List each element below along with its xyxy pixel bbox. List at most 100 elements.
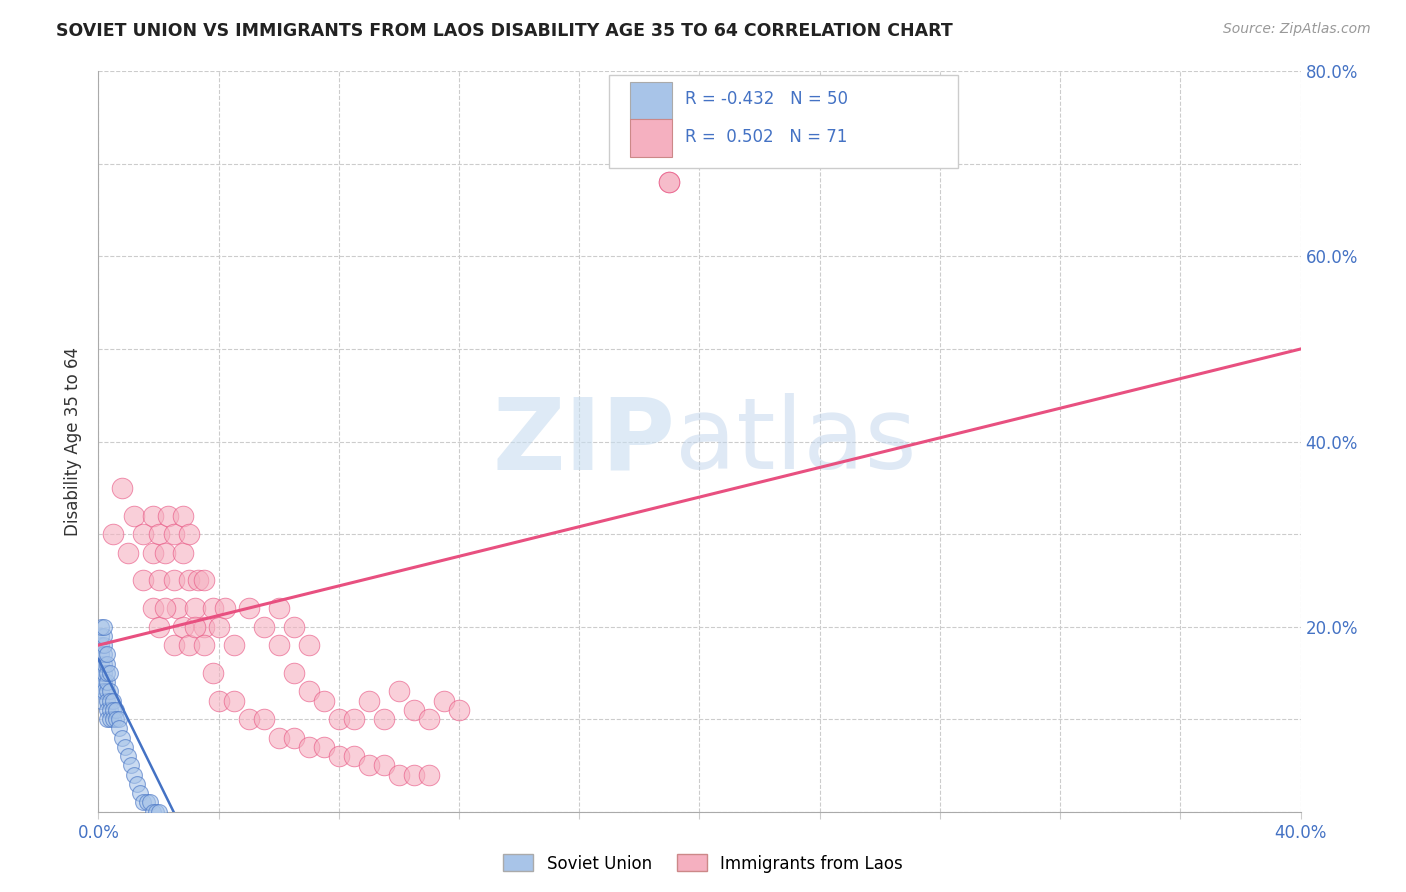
Point	[105, 703, 128, 717]
Point	[298, 638, 321, 652]
FancyBboxPatch shape	[609, 75, 957, 168]
Point	[114, 739, 136, 754]
Point	[283, 731, 305, 745]
Point	[328, 712, 350, 726]
Point	[193, 619, 215, 633]
Point	[312, 739, 335, 754]
Point	[132, 796, 155, 810]
Point	[96, 657, 118, 671]
Point	[312, 694, 335, 708]
Point	[132, 574, 155, 588]
Point	[111, 481, 134, 495]
Point	[148, 619, 170, 633]
Point	[138, 796, 160, 810]
Point	[402, 703, 425, 717]
Text: atlas: atlas	[675, 393, 917, 490]
Y-axis label: Disability Age 35 to 64: Disability Age 35 to 64	[65, 347, 83, 536]
Point	[111, 731, 134, 745]
Point	[90, 694, 112, 708]
Point	[357, 694, 380, 708]
Point	[90, 684, 112, 698]
Point	[162, 527, 184, 541]
Point	[124, 767, 146, 781]
Point	[388, 767, 411, 781]
Point	[187, 574, 209, 588]
Point	[103, 703, 125, 717]
Point	[145, 805, 167, 819]
Point	[162, 638, 184, 652]
Point	[90, 665, 112, 680]
Legend: Soviet Union, Immigrants from Laos: Soviet Union, Immigrants from Laos	[496, 847, 910, 880]
Point	[96, 665, 118, 680]
Point	[183, 601, 205, 615]
Point	[121, 758, 143, 772]
Point	[177, 574, 200, 588]
Point	[93, 657, 115, 671]
Point	[100, 684, 122, 698]
Point	[156, 508, 179, 523]
Point	[298, 684, 321, 698]
Point	[222, 694, 245, 708]
Point	[388, 684, 411, 698]
Point	[124, 508, 146, 523]
Point	[93, 675, 115, 690]
Point	[283, 619, 305, 633]
Point	[148, 805, 170, 819]
Point	[105, 712, 128, 726]
Point	[103, 527, 125, 541]
Bar	[630, 120, 672, 156]
Point	[108, 722, 131, 736]
Point	[172, 508, 194, 523]
Point	[103, 712, 125, 726]
Point	[238, 601, 260, 615]
Point	[177, 638, 200, 652]
Text: R =  0.502   N = 71: R = 0.502 N = 71	[685, 128, 848, 145]
Point	[90, 648, 112, 662]
Point	[90, 675, 112, 690]
Point	[135, 796, 157, 810]
Point	[418, 767, 440, 781]
Point	[93, 638, 115, 652]
Point	[90, 638, 112, 652]
Point	[418, 712, 440, 726]
Point	[100, 703, 122, 717]
Point	[141, 545, 163, 560]
Point	[153, 545, 176, 560]
Point	[117, 545, 139, 560]
Point	[93, 619, 115, 633]
Point	[658, 175, 681, 190]
Point	[100, 665, 122, 680]
Point	[283, 665, 305, 680]
Point	[373, 712, 395, 726]
Point	[90, 629, 112, 643]
Point	[402, 767, 425, 781]
Point	[96, 648, 118, 662]
Point	[208, 619, 231, 633]
Point	[148, 527, 170, 541]
Point	[90, 619, 112, 633]
Point	[93, 629, 115, 643]
Point	[373, 758, 395, 772]
Point	[96, 703, 118, 717]
Point	[103, 694, 125, 708]
Point	[96, 712, 118, 726]
Point	[201, 665, 224, 680]
Point	[193, 574, 215, 588]
Point	[267, 731, 290, 745]
Point	[129, 786, 152, 800]
Point	[90, 657, 112, 671]
Point	[100, 712, 122, 726]
Point	[238, 712, 260, 726]
Text: SOVIET UNION VS IMMIGRANTS FROM LAOS DISABILITY AGE 35 TO 64 CORRELATION CHART: SOVIET UNION VS IMMIGRANTS FROM LAOS DIS…	[56, 22, 953, 40]
Text: ZIP: ZIP	[492, 393, 675, 490]
Point	[108, 712, 131, 726]
Point	[183, 619, 205, 633]
Point	[253, 712, 276, 726]
Point	[298, 739, 321, 754]
Point	[208, 694, 231, 708]
Point	[343, 749, 366, 764]
Point	[214, 601, 236, 615]
Point	[328, 749, 350, 764]
Point	[357, 758, 380, 772]
Point	[447, 703, 470, 717]
